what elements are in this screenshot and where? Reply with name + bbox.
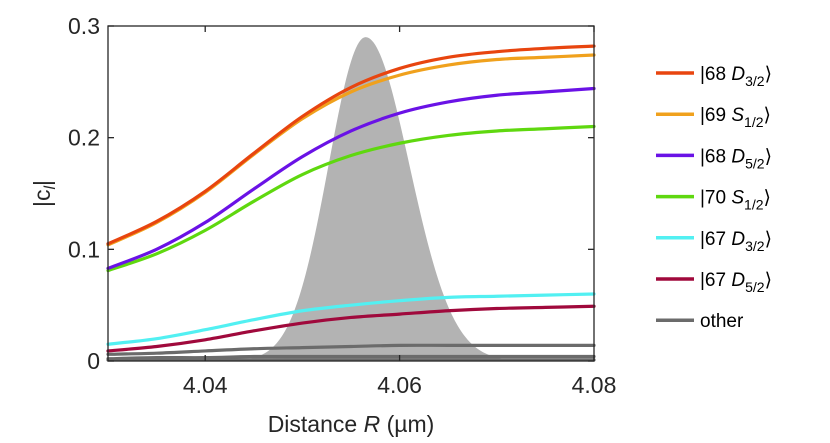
series-line-6	[106, 343, 596, 356]
x-tick-label: 4.06	[377, 372, 422, 398]
legend-label-l: S	[731, 105, 744, 126]
legend-label-0: |68 D3/2⟩	[700, 64, 772, 89]
y-tick-label: 0.1	[68, 236, 100, 262]
x-axis-label-prefix: Distance	[268, 411, 364, 437]
legend-label-5: |67 D5/2⟩	[700, 270, 772, 295]
y-axis-label-main: |c	[29, 190, 55, 207]
y-tick-label: 0.2	[68, 125, 100, 151]
x-axis-ticks: 4.04 4.06 4.08	[183, 26, 617, 398]
legend-label-close: ⟩	[764, 105, 771, 126]
legend-label-close: ⟩	[765, 146, 772, 167]
series-line-3	[106, 124, 596, 273]
distance-distribution-area	[108, 37, 594, 362]
distance-distribution-peak	[108, 37, 594, 362]
y-tick-label: 0	[87, 348, 100, 374]
series-line-4	[106, 292, 596, 346]
x-axis-label-suffix: (µm)	[380, 411, 434, 437]
legend-label-l: D	[731, 270, 745, 291]
legend-label-sub: 1/2	[744, 114, 764, 130]
legend-label-l: S	[731, 188, 744, 209]
legend-label-close: ⟩	[765, 229, 772, 250]
legend-label-n: other	[700, 311, 744, 332]
legend-label-l: D	[731, 64, 745, 85]
x-axis-label-italic: R	[364, 411, 381, 437]
legend-label-sub: 1/2	[744, 197, 764, 213]
legend-label-l: D	[731, 229, 745, 250]
x-tick-label: 4.08	[572, 372, 617, 398]
legend-label-6: other	[700, 311, 744, 332]
plot-frame	[107, 25, 595, 362]
x-axis-label: Distance R (µm)	[268, 411, 435, 437]
series-line-5	[106, 304, 596, 353]
legend: |68 D3/2⟩|69 S1/2⟩|68 D5/2⟩|70 S1/2⟩|67 …	[656, 64, 772, 332]
legend-label-4: |67 D3/2⟩	[700, 229, 772, 254]
legend-label-sub: 5/2	[745, 279, 765, 295]
legend-label-3: |70 S1/2⟩	[700, 188, 771, 213]
y-axis-label-sub: l	[42, 186, 59, 190]
series-line-0	[106, 44, 596, 246]
legend-label-n: |70	[700, 188, 731, 209]
y-axis-label: |cl|	[29, 180, 59, 207]
legend-label-sub: 3/2	[745, 238, 765, 254]
series-lines	[106, 44, 596, 362]
legend-label-sub: 3/2	[745, 73, 765, 89]
y-tick-label: 0.3	[68, 13, 100, 39]
legend-label-close: ⟩	[764, 188, 771, 209]
legend-label-2: |68 D5/2⟩	[700, 146, 772, 171]
legend-label-n: |68	[700, 64, 731, 85]
legend-label-close: ⟩	[765, 270, 772, 291]
legend-label-sub: 5/2	[745, 155, 765, 171]
legend-label-1: |69 S1/2⟩	[700, 105, 771, 130]
x-tick-label: 4.04	[183, 372, 228, 398]
legend-label-close: ⟩	[765, 64, 772, 85]
legend-label-n: |67	[700, 270, 731, 291]
series-line-7	[106, 354, 596, 361]
y-axis-label-close: |	[29, 180, 55, 186]
legend-label-n: |69	[700, 105, 731, 126]
legend-label-n: |68	[700, 146, 731, 167]
y-axis-ticks: 0 0.1 0.2 0.3	[68, 13, 594, 374]
series-line-2	[106, 86, 596, 270]
legend-label-n: |67	[700, 229, 731, 250]
legend-label-l: D	[731, 146, 745, 167]
